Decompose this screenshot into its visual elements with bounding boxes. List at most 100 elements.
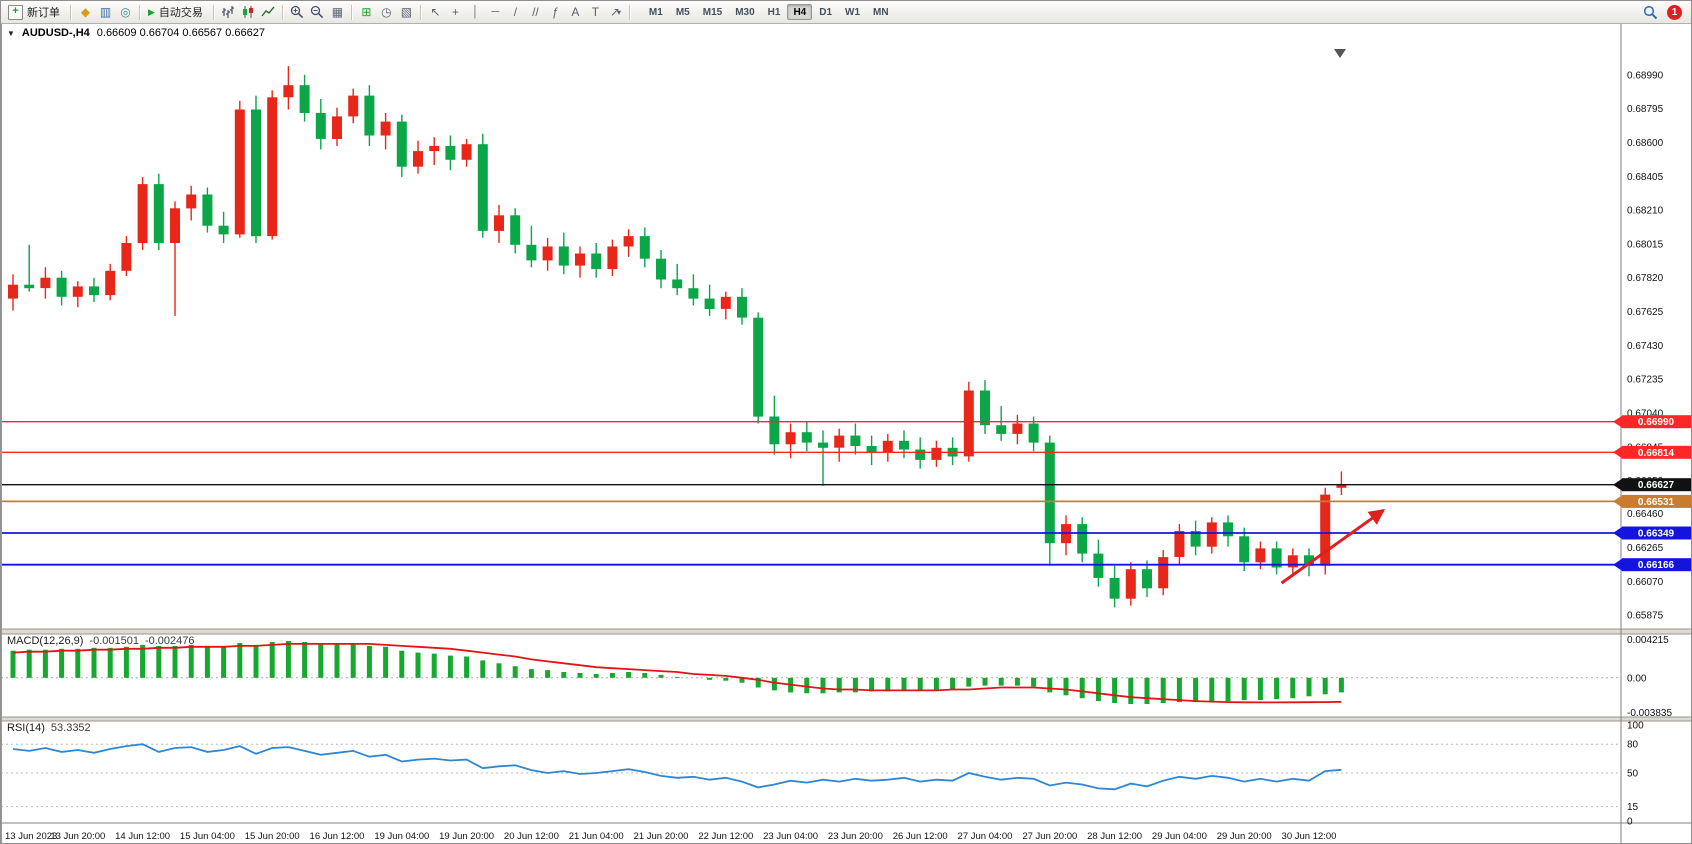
price-axis-label: 0.66460 bbox=[1627, 509, 1664, 520]
macd-histogram bbox=[10, 641, 1344, 704]
price-axis-label: 0.68015 bbox=[1627, 239, 1664, 250]
zoom-in-icon[interactable] bbox=[288, 3, 307, 21]
trend-arrow[interactable] bbox=[1280, 508, 1386, 585]
price-axis-label: 0.68405 bbox=[1627, 172, 1664, 183]
search-icon[interactable] bbox=[1641, 3, 1660, 21]
macd-main-value: -0.001501 bbox=[89, 635, 139, 647]
tf-button-m15[interactable]: M15 bbox=[702, 7, 723, 18]
tf-button-d1[interactable]: D1 bbox=[819, 7, 833, 18]
rsi-axis-label: 15 bbox=[1627, 802, 1639, 813]
price-tag: 0.66349 bbox=[1613, 526, 1691, 540]
time-axis-label: 21 Jun 20:00 bbox=[634, 831, 689, 842]
macd-axis-label: -0.003835 bbox=[1627, 708, 1672, 719]
svg-text:0.66531: 0.66531 bbox=[1638, 497, 1675, 508]
text-icon[interactable]: A bbox=[571, 5, 580, 19]
time-axis-label: 15 Jun 04:00 bbox=[180, 831, 235, 842]
trendline-icon[interactable]: / bbox=[513, 5, 518, 19]
time-axis-label: 29 Jun 20:00 bbox=[1217, 831, 1272, 842]
rsi-axis-label: 50 bbox=[1627, 769, 1639, 780]
time-axis-label: 13 Jun 2023 bbox=[5, 831, 57, 842]
new-order-button[interactable]: + 新订单 bbox=[5, 2, 66, 22]
macd-name: MACD(12,26,9) bbox=[7, 635, 84, 647]
bar-chart-type-icon[interactable] bbox=[219, 3, 238, 21]
price-chart[interactable]: 0.68990 0.68795 0.68600 0.68405 0.68210 0.680… bbox=[1, 23, 1692, 844]
price-tag: 0.66166 bbox=[1613, 558, 1691, 572]
tf-button-m30[interactable]: M30 bbox=[735, 7, 755, 18]
svg-text:0.66627: 0.66627 bbox=[1638, 480, 1675, 491]
timeframe-group: M1 M5 M15 M30 H1 H4 D1 W1 MN bbox=[643, 4, 895, 20]
price-tag: 0.66990 bbox=[1613, 415, 1691, 429]
time-axis-label: 30 Jun 12:00 bbox=[1282, 831, 1337, 842]
time-axis-label: 22 Jun 12:00 bbox=[698, 831, 753, 842]
toolbar-separator bbox=[350, 4, 353, 20]
indicators-icon[interactable]: ⊞ bbox=[361, 5, 372, 19]
notification-badge[interactable]: 1 bbox=[1667, 4, 1682, 20]
vertical-line-icon[interactable]: │ bbox=[471, 6, 479, 18]
autotrading-button[interactable]: ▶ 自动交易 bbox=[145, 2, 209, 22]
tf-button-m5[interactable]: M5 bbox=[675, 7, 690, 18]
time-axis-label: 19 Jun 04:00 bbox=[374, 831, 429, 842]
pane-separator[interactable] bbox=[1, 717, 1692, 721]
channel-icon[interactable]: // bbox=[532, 5, 539, 19]
toolbar-separator bbox=[419, 4, 422, 20]
rsi-axis-label: 100 bbox=[1627, 721, 1644, 732]
crosshair-icon[interactable]: + bbox=[451, 5, 459, 19]
tile-windows-icon[interactable]: ▦ bbox=[331, 5, 344, 19]
price-tag: 0.66627 bbox=[1613, 478, 1691, 492]
arrows-caret-icon: ▾ bbox=[616, 7, 621, 17]
line-chart-type-icon[interactable] bbox=[259, 3, 278, 21]
time-axis-label: 14 Jun 12:00 bbox=[115, 831, 170, 842]
pane-separator[interactable] bbox=[1, 629, 1692, 634]
time-axis-label: 26 Jun 12:00 bbox=[893, 831, 948, 842]
symbol-timeframe-label: AUDUSD-,H4 bbox=[21, 27, 90, 39]
svg-text:0.66814: 0.66814 bbox=[1638, 448, 1675, 459]
zoom-out-icon[interactable] bbox=[308, 3, 327, 21]
templates-icon[interactable]: ▧ bbox=[400, 5, 413, 19]
chart-ohlc-header: ▼ AUDUSD-,H4 0.66609 0.66704 0.66567 0.6… bbox=[7, 27, 265, 39]
time-axis-label: 20 Jun 12:00 bbox=[504, 831, 559, 842]
ohlc-values: 0.66609 0.66704 0.66567 0.66627 bbox=[96, 27, 265, 39]
price-axis-label: 0.68795 bbox=[1627, 104, 1664, 115]
price-axis-label: 0.65875 bbox=[1627, 611, 1664, 622]
price-axis-label: 0.67625 bbox=[1627, 307, 1664, 318]
tf-button-h4[interactable]: H4 bbox=[787, 4, 813, 20]
data-window-icon[interactable]: ▥ bbox=[99, 5, 112, 19]
toolbar-separator bbox=[139, 4, 141, 20]
price-axis-label: 0.68600 bbox=[1627, 138, 1664, 149]
rsi-axis-label: 80 bbox=[1627, 740, 1639, 751]
price-axis-label: 0.67430 bbox=[1627, 341, 1664, 352]
toolbar-separator bbox=[212, 4, 215, 20]
rsi-indicator-label: RSI(14) 53.3352 bbox=[7, 722, 91, 734]
chart-menu-icon[interactable]: ▼ bbox=[7, 28, 15, 38]
toolbar-right-group: 1 bbox=[1641, 3, 1687, 21]
candles-layer bbox=[8, 66, 1347, 608]
price-axis-label: 0.67040 bbox=[1627, 409, 1664, 420]
time-axis-label: 16 Jun 12:00 bbox=[310, 831, 365, 842]
fibonacci-icon[interactable]: ƒ bbox=[552, 5, 559, 19]
tf-button-m1[interactable]: M1 bbox=[648, 7, 663, 18]
tf-button-mn[interactable]: MN bbox=[873, 7, 889, 18]
autotrading-label: 自动交易 bbox=[158, 7, 203, 19]
navigator-icon[interactable]: ◎ bbox=[120, 5, 131, 19]
autotrading-play-icon: ▶ bbox=[148, 6, 155, 17]
candlestick-type-icon[interactable] bbox=[239, 3, 258, 21]
periods-icon[interactable]: ◷ bbox=[381, 5, 392, 19]
price-axis-label: 0.67235 bbox=[1627, 375, 1664, 386]
market-watch-icon[interactable]: ◆ bbox=[80, 5, 91, 19]
chart-shift-marker[interactable] bbox=[1334, 49, 1346, 58]
time-axis-label: 27 Jun 04:00 bbox=[958, 831, 1013, 842]
horizontal-line-icon[interactable]: ─ bbox=[491, 6, 500, 18]
macd-axis-label: 0.00 bbox=[1627, 673, 1647, 684]
new-order-label: 新订单 bbox=[27, 7, 60, 19]
price-tag: 0.66531 bbox=[1613, 494, 1691, 508]
rsi-value: 53.3352 bbox=[50, 722, 91, 734]
time-axis-label: 29 Jun 04:00 bbox=[1152, 831, 1207, 842]
tf-button-h1[interactable]: H1 bbox=[767, 7, 781, 18]
tf-button-w1[interactable]: W1 bbox=[845, 7, 861, 18]
cursor-icon[interactable]: ↖ bbox=[430, 5, 441, 19]
label-icon[interactable]: T bbox=[591, 5, 600, 19]
time-axis-label: 21 Jun 04:00 bbox=[569, 831, 624, 842]
arrows-icon[interactable]: ↗ ▾ bbox=[609, 5, 621, 19]
price-axis-label: 0.68210 bbox=[1627, 206, 1664, 217]
